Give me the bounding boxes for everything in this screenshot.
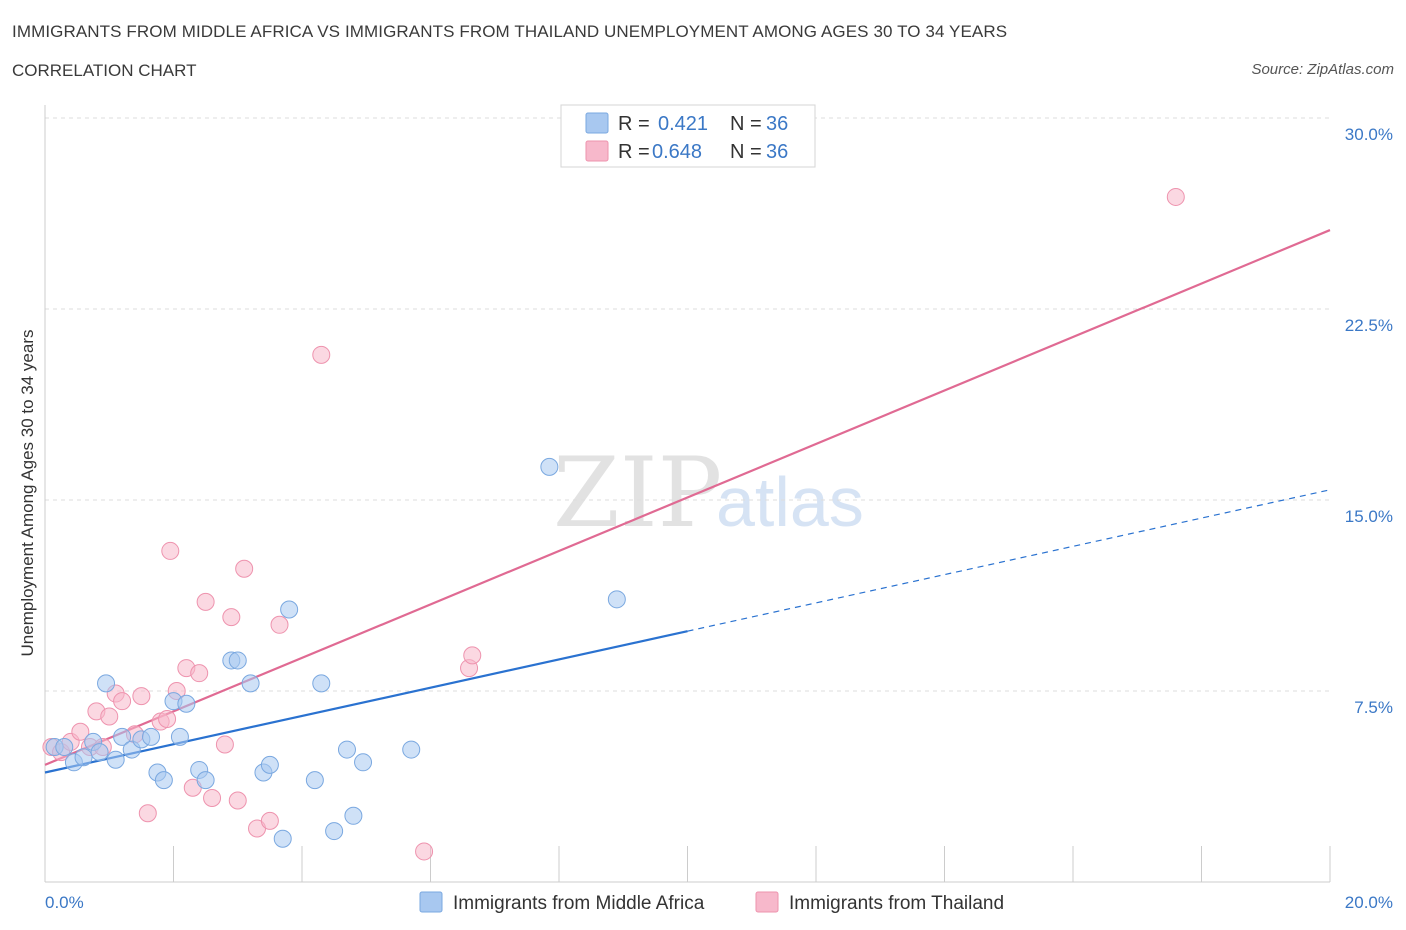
watermark-atlas: atlas [716,463,864,541]
point-thailand-23 [222,608,241,627]
series-legend-swatch-pink [755,891,779,913]
point-middle-africa-30 [344,806,363,825]
point-thailand-15 [161,541,180,560]
point-thailand-7 [100,707,119,726]
point-middle-africa-1 [55,738,74,757]
point-thailand-30 [415,842,434,861]
y-tick-label-2: 22.5% [1345,316,1393,335]
point-middle-africa-13 [154,771,173,790]
point-thailand-19 [190,664,209,683]
point-thailand-9 [113,692,132,711]
legend-swatch-pink [585,140,609,162]
x-tick-label-0: 0.0% [45,893,84,912]
x-tick-label-1: 20.0% [1345,893,1393,912]
gridlines [45,117,1330,692]
point-middle-africa-32 [402,740,421,759]
point-thailand-20 [196,592,215,611]
point-middle-africa-23 [260,755,279,774]
y-tick-label-0: 7.5% [1354,698,1393,717]
point-middle-africa-16 [177,694,196,713]
point-middle-africa-33 [540,457,559,476]
point-middle-africa-11 [142,727,161,746]
point-middle-africa-18 [196,771,215,790]
point-thailand-14 [158,710,177,729]
legend-n-label-blue: N = [730,113,762,135]
point-thailand-32 [463,646,482,665]
legend-n-value-pink: 36 [766,141,788,163]
y-axis-title: Unemployment Among Ages 30 to 34 years [18,330,37,657]
point-middle-africa-7 [106,750,125,769]
legend-n-value-blue: 36 [766,113,788,135]
tick-labels: 7.5% 15.0% 22.5% 30.0% 0.0% 20.0% [45,125,1393,912]
point-middle-africa-20 [228,651,247,670]
point-thailand-3 [71,722,90,741]
point-middle-africa-28 [325,822,344,841]
trend-line-middle-africa [44,630,688,774]
legend-r-label-blue: R = [618,113,650,135]
source-label: Source: ZipAtlas.com [1251,61,1394,78]
legend-n-label-pink: N = [730,141,762,163]
point-middle-africa-3 [74,748,93,767]
point-middle-africa-34 [607,590,626,609]
point-middle-africa-27 [312,674,331,693]
series-legend-label-pink: Immigrants from Thailand [789,893,1004,914]
point-middle-africa-26 [305,771,324,790]
point-thailand-11 [132,687,151,706]
y-tick-label-3: 30.0% [1345,125,1393,144]
point-middle-africa-24 [273,829,292,848]
point-thailand-21 [203,788,222,807]
point-middle-africa-6 [97,674,116,693]
point-middle-africa-21 [241,674,260,693]
chart-title: IMMIGRANTS FROM MIDDLE AFRICA VS IMMIGRA… [12,22,1008,41]
point-middle-africa-25 [280,600,299,619]
chart-subtitle: CORRELATION CHART [12,61,197,80]
trend-lines [44,229,1331,774]
point-thailand-33 [1166,187,1185,206]
point-thailand-27 [260,811,279,830]
watermark-zip: ZIP [553,437,722,549]
series-legend: Immigrants from Middle Africa Immigrants… [419,891,1004,914]
data-points [42,187,1185,861]
trend-line-thailand [44,229,1331,766]
point-thailand-12 [138,804,157,823]
point-middle-africa-29 [337,740,356,759]
point-middle-africa-5 [90,743,109,762]
y-tick-label-1: 15.0% [1345,507,1393,526]
series-legend-swatch-blue [419,891,443,913]
legend-swatch-blue [585,112,609,134]
point-middle-africa-8 [113,727,132,746]
point-thailand-29 [312,345,331,364]
point-thailand-22 [215,735,234,754]
stats-legend: R = 0.421 N = 36 R = 0.648 N = 36 [560,104,816,168]
point-thailand-24 [228,791,247,810]
point-middle-africa-15 [170,727,189,746]
series-legend-label-blue: Immigrants from Middle Africa [453,893,705,914]
point-thailand-25 [235,559,254,578]
point-thailand-28 [270,615,289,634]
legend-r-label-pink: R = [618,141,650,163]
legend-r-value-blue: 0.421 [658,113,708,135]
point-middle-africa-31 [354,753,373,772]
x-ticks [44,846,1331,882]
legend-r-value-pink: 0.648 [652,141,702,163]
